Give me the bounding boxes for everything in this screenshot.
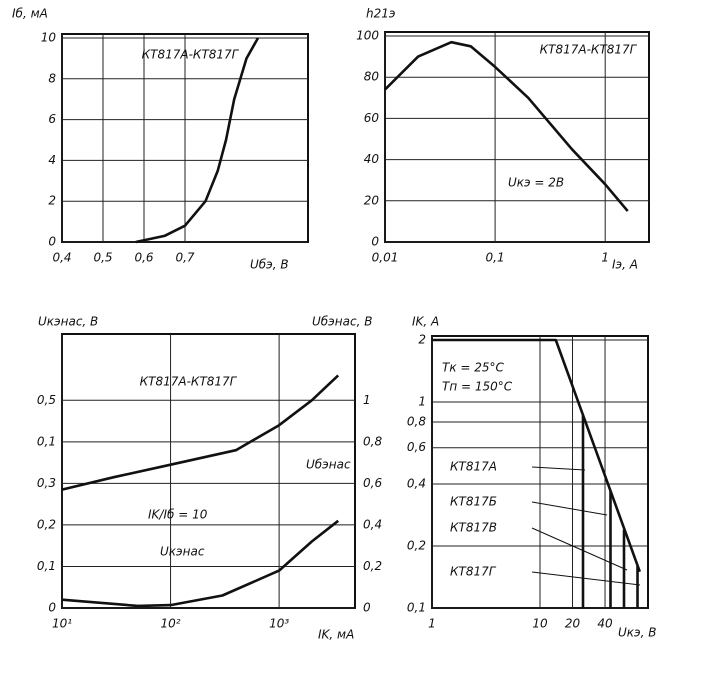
y2-tick-label: 0,8 <box>363 434 382 448</box>
y-tick-label: 1 <box>418 395 426 409</box>
y2-tick-label: 1 <box>363 393 371 407</box>
annotation: КТ817А-КТ817Г <box>142 48 240 62</box>
y2-tick-label: 0,4 <box>363 517 382 531</box>
series-label: Uбэнас <box>306 458 351 472</box>
series-label: Uкэнас <box>160 545 205 559</box>
y-tick-label: 0,4 <box>407 476 426 490</box>
y-axis-label: Uкэнас, В <box>38 315 98 329</box>
curve <box>432 338 642 573</box>
series-label: КТ817Г <box>450 565 497 579</box>
x-tick-label: 10 <box>532 617 548 631</box>
x-tick-label: 0,7 <box>175 251 194 265</box>
curve <box>384 40 629 212</box>
y-axis-label: Iб, мА <box>12 7 48 21</box>
y-tick-label: 40 <box>364 152 380 166</box>
x-tick-label: 40 <box>597 617 613 631</box>
x-axis-label: IK, мА <box>318 628 354 642</box>
annotation: Tп = 150°С <box>442 380 513 394</box>
y-tick-label: 100 <box>356 29 379 43</box>
plot-frame <box>384 31 650 243</box>
x-tick-label: 0,4 <box>52 251 71 265</box>
y-tick-label: 20 <box>364 193 380 207</box>
annotation: Tк = 25°С <box>442 361 505 375</box>
annotation: КТ817А-КТ817Г <box>540 43 638 57</box>
y-tick-label: 0 <box>48 235 56 249</box>
y-tick-label: 10 <box>41 31 57 45</box>
x-tick-label: 1 <box>601 251 609 265</box>
y2-axis-label: Uбэнас, В <box>312 315 372 329</box>
y-tick-label: 0,3 <box>37 476 56 490</box>
curve <box>135 37 260 244</box>
y-tick-label: 8 <box>48 71 56 85</box>
y-tick-label: 4 <box>48 153 56 167</box>
annotation: Uкэ = 2В <box>508 176 564 190</box>
leader-line <box>531 527 628 571</box>
y-tick-label: 0,5 <box>37 393 56 407</box>
y-tick-label: 80 <box>364 70 380 84</box>
x-tick-label: 0,01 <box>372 251 399 265</box>
y2-tick-label: 0,6 <box>363 476 382 490</box>
x-tick-label: 0,1 <box>486 251 505 265</box>
y-tick-label: 0,1 <box>37 434 56 448</box>
annotation: IK/Iб = 10 <box>148 508 208 522</box>
y-tick-label: 0,1 <box>407 601 426 615</box>
x-tick-label: 10² <box>161 617 181 631</box>
series-label: КТ817Б <box>450 495 497 509</box>
x-axis-label: Iэ, А <box>612 258 638 272</box>
x-tick-label: 20 <box>565 617 581 631</box>
y-tick-label: 2 <box>48 194 56 208</box>
x-axis-label: Uкэ, В <box>618 626 656 640</box>
series-label: КТ817В <box>450 521 497 535</box>
y2-tick-label: 0 <box>363 601 371 615</box>
curve <box>61 374 340 491</box>
y-tick-label: 0 <box>48 601 56 615</box>
y-tick-label: 0,6 <box>407 440 426 454</box>
y-tick-label: 2 <box>418 333 426 347</box>
y-axis-label: IK, А <box>412 315 439 329</box>
annotation: КТ817А-КТ817Г <box>140 375 238 389</box>
y-tick-label: 0,2 <box>407 538 426 552</box>
y-tick-label: 60 <box>364 111 380 125</box>
y-tick-label: 0,2 <box>37 517 56 531</box>
x-axis-label: Uбэ, В <box>250 258 289 272</box>
x-tick-label: 1 <box>428 617 436 631</box>
y-axis-label: h21э <box>366 7 395 21</box>
y-tick-label: 0,8 <box>407 414 426 428</box>
y-tick-label: 0 <box>371 235 379 249</box>
x-tick-label: 10¹ <box>52 617 72 631</box>
y2-tick-label: 0,2 <box>363 559 382 573</box>
x-tick-label: 10³ <box>269 617 289 631</box>
x-tick-label: 0,6 <box>134 251 153 265</box>
leader-line <box>531 571 641 586</box>
leader-line <box>531 466 586 471</box>
y-tick-label: 0,1 <box>37 559 56 573</box>
series-label: КТ817А <box>450 460 497 474</box>
y-tick-label: 6 <box>48 112 56 126</box>
x-tick-label: 0,5 <box>93 251 112 265</box>
curve <box>61 519 340 608</box>
leader-line <box>531 501 608 516</box>
